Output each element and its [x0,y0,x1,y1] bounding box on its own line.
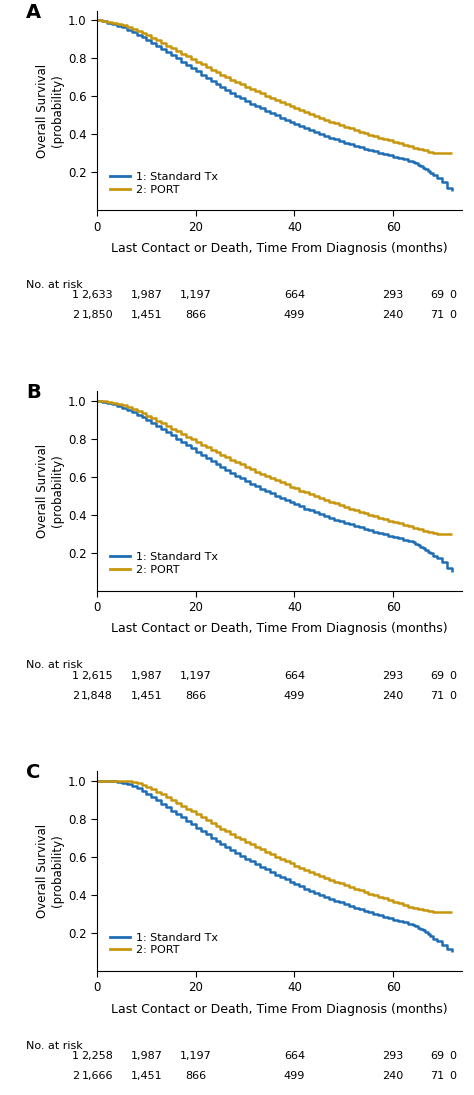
Text: 240: 240 [383,691,404,701]
Text: 1,848: 1,848 [81,691,113,701]
Text: 664: 664 [284,670,305,680]
X-axis label: Last Contact or Death, Time From Diagnosis (months): Last Contact or Death, Time From Diagnos… [111,1003,448,1016]
Text: 2: 2 [72,691,79,701]
Text: 1,451: 1,451 [131,1071,162,1081]
Text: 71: 71 [430,1071,445,1081]
Text: 664: 664 [284,1051,305,1061]
Text: 866: 866 [185,311,206,321]
Text: 1: 1 [72,670,79,680]
Text: 293: 293 [383,670,404,680]
Text: A: A [26,3,41,22]
Text: 1,850: 1,850 [82,311,113,321]
Text: 71: 71 [430,691,445,701]
Text: 293: 293 [383,290,404,300]
Text: 0: 0 [449,670,456,680]
Text: 240: 240 [383,1071,404,1081]
Text: 1,451: 1,451 [131,691,162,701]
Y-axis label: Overall Survival
(probability): Overall Survival (probability) [36,443,64,538]
X-axis label: Last Contact or Death, Time From Diagnosis (months): Last Contact or Death, Time From Diagnos… [111,622,448,635]
Text: 2,258: 2,258 [81,1051,113,1061]
Text: No. at risk: No. at risk [26,280,83,290]
Text: 1,987: 1,987 [130,1051,163,1061]
Text: 2: 2 [72,311,79,321]
Text: C: C [26,763,40,782]
Legend: 1: Standard Tx, 2: PORT: 1: Standard Tx, 2: PORT [110,552,218,575]
Text: 0: 0 [449,290,456,300]
Text: 293: 293 [383,1051,404,1061]
Text: 2,615: 2,615 [82,670,113,680]
Legend: 1: Standard Tx, 2: PORT: 1: Standard Tx, 2: PORT [110,933,218,955]
Text: 2: 2 [72,1071,79,1081]
Text: 71: 71 [430,311,445,321]
Text: 240: 240 [383,311,404,321]
Text: 499: 499 [284,1071,305,1081]
Text: 69: 69 [430,670,445,680]
Text: 664: 664 [284,290,305,300]
Text: 69: 69 [430,290,445,300]
Legend: 1: Standard Tx, 2: PORT: 1: Standard Tx, 2: PORT [110,172,218,195]
Text: 0: 0 [449,1071,456,1081]
Text: 499: 499 [284,311,305,321]
Text: 1,451: 1,451 [131,311,162,321]
Y-axis label: Overall Survival
(probability): Overall Survival (probability) [36,825,64,918]
Text: 1,197: 1,197 [180,1051,212,1061]
Text: 0: 0 [449,1051,456,1061]
Text: 499: 499 [284,691,305,701]
Text: 1: 1 [72,1051,79,1061]
Text: 866: 866 [185,1071,206,1081]
Text: B: B [26,383,41,402]
Text: 1,987: 1,987 [130,670,163,680]
Text: 1,197: 1,197 [180,290,212,300]
Text: 2,633: 2,633 [82,290,113,300]
Text: 1: 1 [72,290,79,300]
Text: 866: 866 [185,691,206,701]
Text: No. at risk: No. at risk [26,1040,83,1050]
Text: 69: 69 [430,1051,445,1061]
Text: 1,197: 1,197 [180,670,212,680]
Text: 1,666: 1,666 [82,1071,113,1081]
Text: No. at risk: No. at risk [26,660,83,670]
Text: 0: 0 [449,311,456,321]
X-axis label: Last Contact or Death, Time From Diagnosis (months): Last Contact or Death, Time From Diagnos… [111,242,448,255]
Text: 1,987: 1,987 [130,290,163,300]
Text: 0: 0 [449,691,456,701]
Y-axis label: Overall Survival
(probability): Overall Survival (probability) [36,64,64,158]
